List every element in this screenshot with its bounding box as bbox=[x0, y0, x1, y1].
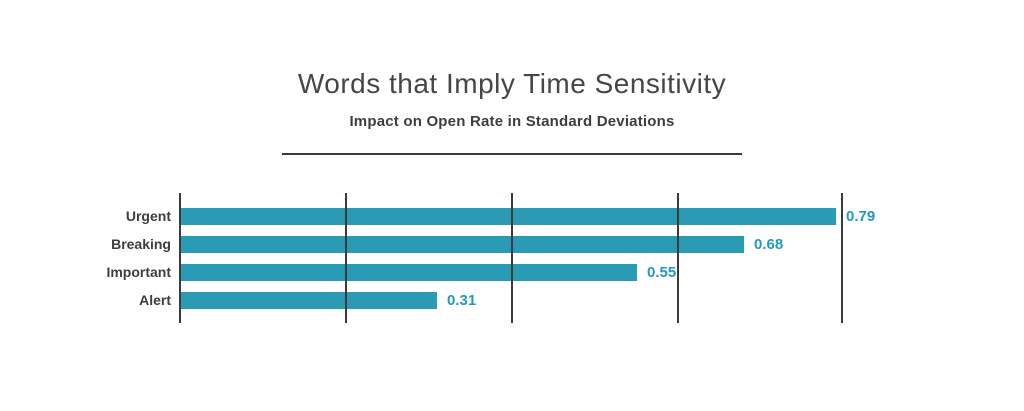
value-label: 0.79 bbox=[846, 208, 876, 225]
gridline bbox=[841, 193, 843, 323]
value-label: 0.55 bbox=[647, 264, 677, 281]
plot-area: Urgent 0.79 Breaking 0.68 Important 0.55 Alert… bbox=[106, 193, 875, 323]
bar bbox=[180, 208, 836, 225]
bar-row: Alert 0.31 bbox=[139, 292, 843, 309]
value-label: 0.31 bbox=[447, 292, 477, 309]
chart-subtitle: Impact on Open Rate in Standard Deviatio… bbox=[349, 113, 675, 130]
bar-row: Breaking 0.68 bbox=[111, 236, 843, 253]
value-label: 0.68 bbox=[754, 236, 784, 253]
gridline bbox=[345, 193, 347, 323]
chart-title: Words that Imply Time Sensitivity bbox=[297, 68, 727, 99]
category-label: Alert bbox=[139, 292, 171, 308]
title-divider-line bbox=[282, 153, 742, 155]
category-label: Important bbox=[106, 264, 171, 280]
bar bbox=[180, 236, 744, 253]
category-label: Breaking bbox=[111, 236, 171, 252]
category-label: Urgent bbox=[125, 208, 171, 224]
gridline bbox=[511, 193, 513, 323]
bar bbox=[180, 292, 437, 309]
bar bbox=[180, 264, 637, 281]
y-axis-line bbox=[179, 193, 181, 323]
bar-row: Important 0.55 bbox=[106, 264, 843, 281]
gridline bbox=[677, 193, 679, 323]
bar-row: Urgent 0.79 bbox=[126, 208, 875, 225]
